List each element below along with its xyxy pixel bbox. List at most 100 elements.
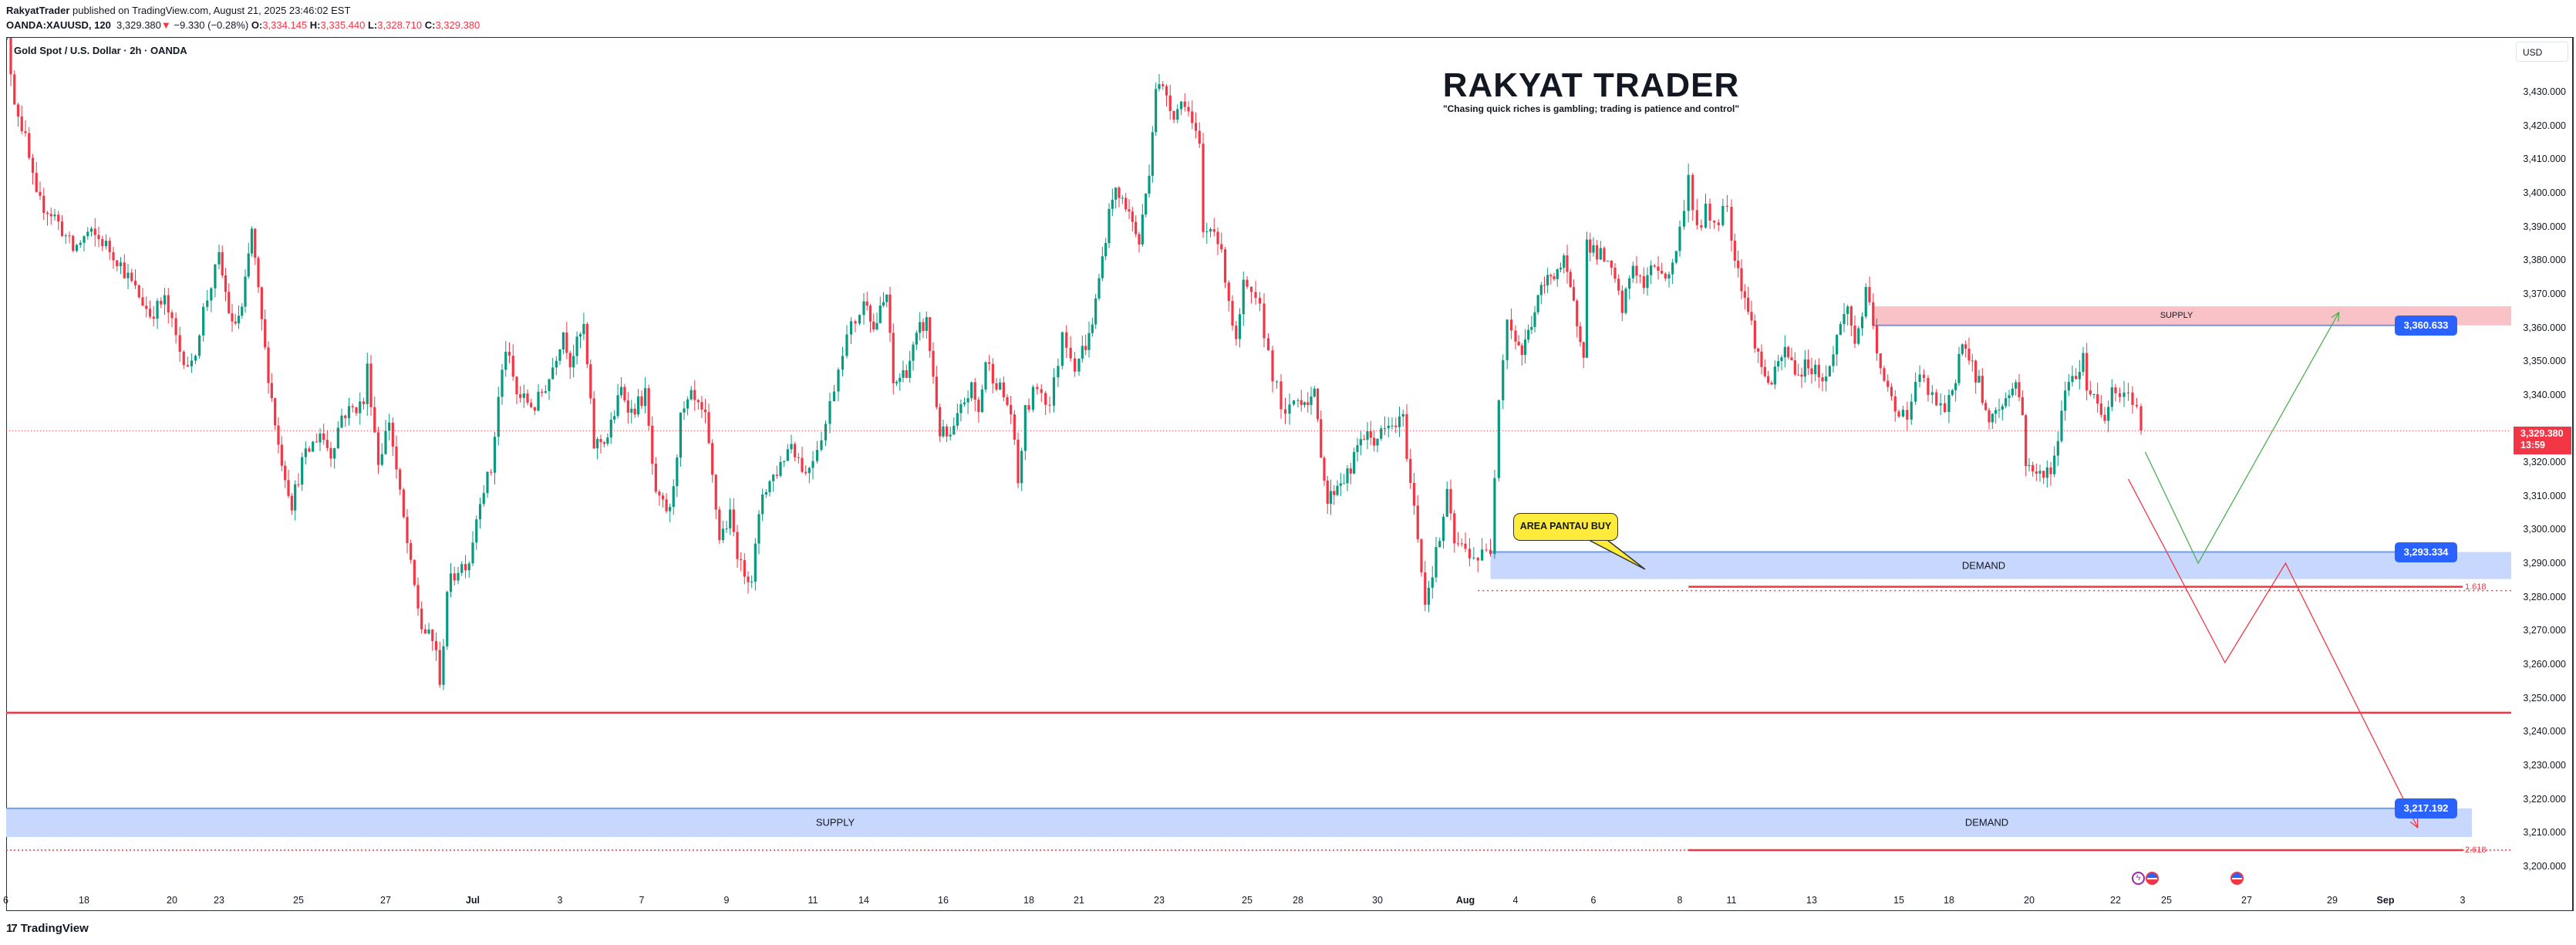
candle-body <box>718 509 721 541</box>
candle-body <box>1052 377 1056 406</box>
candle-body <box>399 469 402 490</box>
candle-body <box>1678 226 1681 251</box>
currency-button[interactable]: USD <box>2516 42 2568 62</box>
callout-area-pantau-buy[interactable]: AREA PANTAU BUY <box>1513 513 1618 541</box>
candle-body <box>186 365 189 366</box>
candle-body <box>1961 344 1964 354</box>
candle-body <box>1380 428 1383 439</box>
publisher-name[interactable]: RakyatTrader <box>6 5 70 16</box>
price-tick: 3,280.000 <box>2523 591 2566 602</box>
candle-body <box>1349 468 1352 474</box>
flash-icon[interactable]: ϟ <box>2132 872 2145 885</box>
tradingview-logo[interactable]: 17 TradingView <box>6 922 89 935</box>
price-tick: 3,230.000 <box>2523 760 2566 771</box>
candle-body <box>1639 275 1642 277</box>
candle-body <box>402 489 405 518</box>
candle-body <box>1893 396 1897 412</box>
candle-body <box>1091 324 1094 333</box>
date-tick: 29 <box>2327 895 2338 906</box>
bullish-projection <box>2144 312 2340 565</box>
chart-frame[interactable] <box>6 37 2574 911</box>
candle-body <box>1101 256 1104 278</box>
candle-body <box>1128 209 1131 212</box>
candle-body <box>2089 390 2092 395</box>
candle-body <box>244 276 247 307</box>
candle-body <box>1910 401 1913 420</box>
price-tick: 3,200.000 <box>2523 860 2566 872</box>
candle-body <box>304 448 307 457</box>
candle-body <box>1951 390 1954 395</box>
publish-info: RakyatTrader published on TradingView.co… <box>6 5 350 16</box>
date-tick: 28 <box>1293 895 1303 906</box>
candle-body <box>1721 205 1725 225</box>
chart-legend: Gold Spot / U.S. Dollar · 2h · OANDA <box>14 45 187 56</box>
candle-body <box>467 563 470 571</box>
price-tag-demand: 3,293.334 <box>2395 542 2457 562</box>
candle-body <box>351 406 354 408</box>
candle-body <box>1620 290 1623 313</box>
candle-body <box>1333 491 1336 495</box>
candle-body <box>1162 84 1165 86</box>
candle-body <box>1373 437 1376 446</box>
candle-body <box>820 440 823 451</box>
candle-body <box>1481 549 1484 561</box>
date-tick: 11 <box>808 895 818 906</box>
candle-body <box>703 409 707 413</box>
candle-body <box>959 403 963 413</box>
candle-body <box>1235 326 1238 339</box>
candle-body <box>636 396 640 415</box>
candle-body <box>849 321 853 335</box>
candle-body <box>1825 376 1828 382</box>
date-tick: 22 <box>2110 895 2121 906</box>
date-tick: 23 <box>214 895 224 906</box>
candle-body <box>1635 265 1638 276</box>
candle-body <box>841 356 845 370</box>
plot-area <box>6 38 2511 852</box>
candle-body <box>845 334 848 356</box>
candle-body <box>647 388 650 426</box>
candle-body <box>2025 415 2028 467</box>
candle-body <box>779 461 782 476</box>
candle-body <box>511 356 514 377</box>
candle-body <box>2139 406 2143 431</box>
price-tick: 3,270.000 <box>2523 625 2566 636</box>
candle-body <box>1807 359 1810 369</box>
candle-body <box>1671 262 1674 275</box>
candle-body <box>1657 266 1660 272</box>
price-tick: 3,410.000 <box>2523 154 2566 165</box>
us-flag-icon[interactable] <box>2230 872 2244 885</box>
candle-body <box>530 403 533 407</box>
candle-body <box>1585 239 1589 358</box>
candle-body <box>1187 106 1190 112</box>
tradingview-logo-icon: 17 <box>6 922 18 935</box>
candle-body <box>1700 224 1703 228</box>
candle-body <box>1857 328 1860 344</box>
candle-body <box>2011 388 2014 396</box>
candle-body <box>1828 366 1831 377</box>
candle-body <box>464 564 467 571</box>
candle-body <box>280 444 283 466</box>
candle-body <box>308 448 311 452</box>
candle-body <box>1520 345 1523 356</box>
candle-body <box>882 302 885 306</box>
candle-body <box>609 419 612 438</box>
candle-body <box>1517 341 1520 346</box>
candle-body <box>1242 279 1245 315</box>
candle-body <box>2075 376 2078 380</box>
candle-body <box>257 258 260 288</box>
candle-body <box>60 221 64 237</box>
candle-body <box>1981 376 1984 403</box>
candle-body <box>808 467 811 474</box>
candle-body <box>801 457 804 472</box>
candle-body <box>152 316 155 319</box>
candle-body <box>453 573 456 581</box>
candle-body <box>1988 410 1991 423</box>
candle-body <box>1947 394 1951 413</box>
us-flag-icon[interactable] <box>2146 872 2159 885</box>
candle-body <box>1231 301 1234 326</box>
candle-body <box>1497 400 1500 478</box>
candle-body <box>865 301 868 306</box>
candle-body <box>2078 371 2081 380</box>
candle-body <box>858 315 861 324</box>
